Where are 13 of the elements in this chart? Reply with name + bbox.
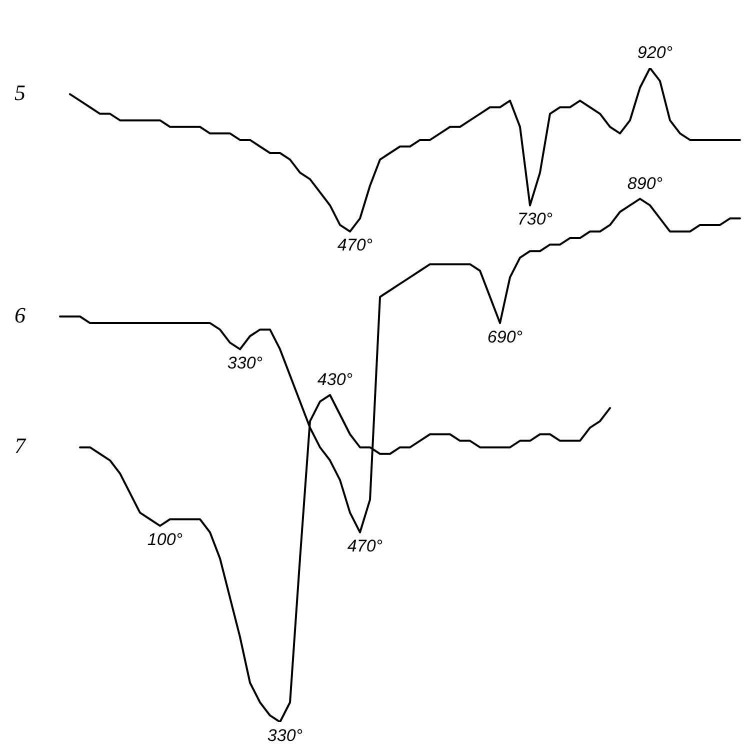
annotation: 100° — [147, 530, 183, 550]
annotation: 890° — [627, 174, 663, 194]
annotation: 730° — [517, 210, 553, 229]
annotation: 330° — [227, 353, 263, 372]
annotation: 470° — [337, 236, 373, 255]
annotation: 920° — [637, 43, 673, 62]
annotation: 470° — [347, 536, 383, 556]
annotation: 330° — [267, 726, 303, 746]
text: 5 — [14, 80, 26, 105]
annotation: 690° — [487, 327, 523, 346]
text: 7 — [14, 433, 26, 458]
series-label: 6 — [14, 302, 26, 328]
annotation: 430° — [317, 370, 353, 390]
